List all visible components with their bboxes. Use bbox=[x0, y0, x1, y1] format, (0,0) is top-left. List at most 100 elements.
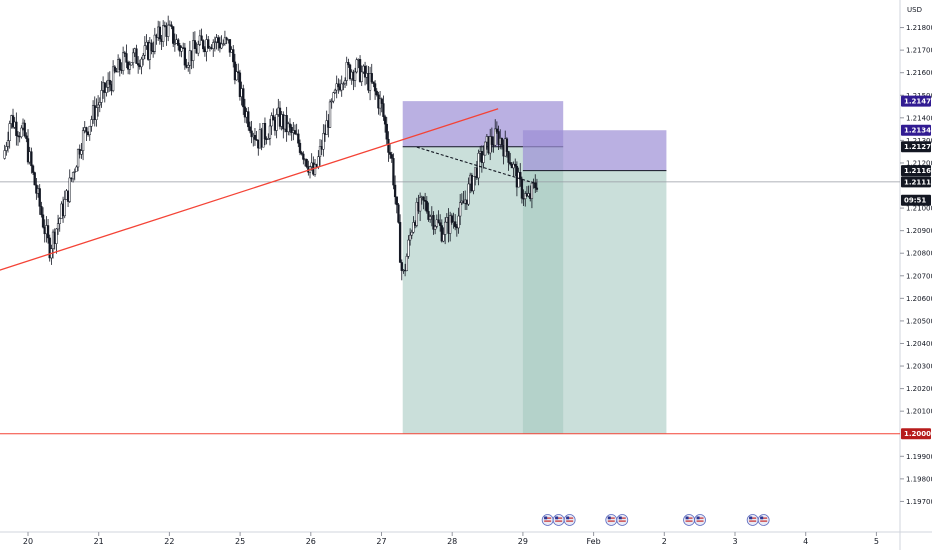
economic-event-flag-icon[interactable] bbox=[694, 514, 706, 526]
economic-event-flag-icon[interactable] bbox=[605, 514, 618, 526]
candle bbox=[330, 98, 333, 109]
price-badge[interactable]: 1.21474 bbox=[901, 95, 932, 107]
candle-body bbox=[33, 172, 36, 186]
candle bbox=[220, 35, 223, 50]
economic-event-flag-icon[interactable] bbox=[552, 514, 565, 526]
flag-stripe bbox=[555, 517, 563, 519]
candle-body bbox=[48, 237, 51, 259]
candle bbox=[212, 39, 215, 57]
candle bbox=[26, 129, 30, 165]
candle bbox=[235, 63, 238, 81]
candle-body bbox=[305, 159, 308, 167]
candle bbox=[121, 46, 125, 75]
price-badge[interactable]: 1.21116 bbox=[901, 176, 932, 188]
candlestick-series bbox=[3, 15, 539, 281]
candle bbox=[285, 106, 288, 142]
price-badge-bg bbox=[901, 141, 931, 153]
candle bbox=[56, 214, 60, 235]
position-target-zone[interactable] bbox=[522, 170, 667, 434]
candle-body bbox=[285, 115, 288, 133]
candle bbox=[428, 214, 432, 223]
candle-body bbox=[343, 80, 347, 84]
position-stop-zone[interactable] bbox=[522, 130, 667, 171]
price-badge-bg bbox=[901, 165, 931, 177]
economic-event-flag-icon[interactable] bbox=[541, 514, 554, 526]
candle bbox=[125, 44, 128, 69]
economic-events[interactable] bbox=[541, 514, 770, 526]
flag-stripe bbox=[696, 520, 704, 522]
candle-body bbox=[5, 146, 8, 151]
candle bbox=[8, 120, 11, 149]
candle bbox=[30, 147, 33, 174]
position-tools[interactable] bbox=[402, 101, 667, 434]
candle-body bbox=[177, 39, 180, 46]
currency-label: USD bbox=[907, 6, 922, 14]
candle-body bbox=[530, 182, 534, 199]
candle bbox=[131, 48, 135, 69]
candle-body bbox=[270, 115, 273, 127]
candle-body bbox=[449, 215, 452, 234]
time-axis[interactable]: 20 21 22 25 26 27 28 29 Feb 2 3 4 5 bbox=[23, 532, 879, 546]
candle-body bbox=[400, 262, 403, 271]
candle-body bbox=[118, 59, 121, 70]
price-badge[interactable]: 1.21272 bbox=[901, 141, 932, 153]
trend-lines[interactable] bbox=[0, 108, 536, 271]
candle bbox=[88, 125, 91, 141]
candle bbox=[287, 121, 290, 136]
candle-body bbox=[200, 35, 203, 41]
candle-body bbox=[444, 221, 447, 235]
candle bbox=[500, 137, 504, 150]
candle bbox=[63, 190, 66, 219]
candle-body bbox=[358, 59, 362, 82]
candle bbox=[342, 81, 345, 91]
price-tick-label: 1.21800 bbox=[906, 24, 932, 32]
trend-line[interactable] bbox=[416, 146, 536, 184]
economic-event-flag-icon[interactable] bbox=[757, 514, 770, 526]
candle bbox=[293, 124, 297, 135]
candle-body bbox=[477, 153, 480, 179]
candle-body bbox=[412, 222, 415, 233]
candle-body bbox=[158, 26, 161, 40]
candle-body bbox=[140, 58, 143, 68]
candle bbox=[337, 78, 340, 94]
candle bbox=[535, 178, 539, 192]
horizontal-lines[interactable] bbox=[0, 181, 900, 435]
candle bbox=[128, 60, 131, 75]
price-axis[interactable]: 1.218001.217001.216001.215001.214001.213… bbox=[900, 24, 932, 506]
candle-body bbox=[56, 223, 60, 230]
price-badge[interactable]: 09:51 bbox=[901, 194, 931, 206]
candle-body bbox=[63, 199, 66, 217]
candle bbox=[385, 116, 388, 145]
candle bbox=[31, 164, 35, 175]
price-badge[interactable]: 1.21166 bbox=[901, 165, 932, 177]
trend-line[interactable] bbox=[0, 108, 499, 271]
candle-body bbox=[380, 98, 383, 104]
candle bbox=[415, 197, 418, 228]
candle bbox=[425, 196, 428, 214]
economic-event-flag-icon[interactable] bbox=[746, 514, 759, 526]
candle bbox=[6, 131, 10, 153]
price-badge-label: 1.20000 bbox=[904, 430, 932, 438]
candle bbox=[395, 196, 398, 214]
price-badge[interactable]: 1.21345 bbox=[901, 124, 932, 136]
candle bbox=[363, 61, 367, 86]
economic-event-flag-icon[interactable] bbox=[563, 514, 576, 526]
candle-body bbox=[408, 234, 412, 241]
candle-body bbox=[123, 52, 126, 54]
candle bbox=[328, 99, 332, 129]
candle-body bbox=[142, 55, 145, 60]
economic-event-flag-icon[interactable] bbox=[683, 514, 695, 526]
candle-body bbox=[423, 199, 427, 202]
economic-event-flag-icon[interactable] bbox=[616, 514, 629, 526]
candle bbox=[433, 224, 437, 235]
flag-canton bbox=[696, 516, 700, 520]
candle-body bbox=[248, 126, 252, 132]
candle bbox=[302, 151, 305, 165]
candle-body bbox=[328, 101, 332, 128]
candle-body bbox=[85, 127, 88, 133]
candle-body bbox=[212, 42, 215, 49]
candle-body bbox=[150, 42, 153, 52]
price-badge[interactable]: 1.20000 bbox=[901, 428, 932, 440]
